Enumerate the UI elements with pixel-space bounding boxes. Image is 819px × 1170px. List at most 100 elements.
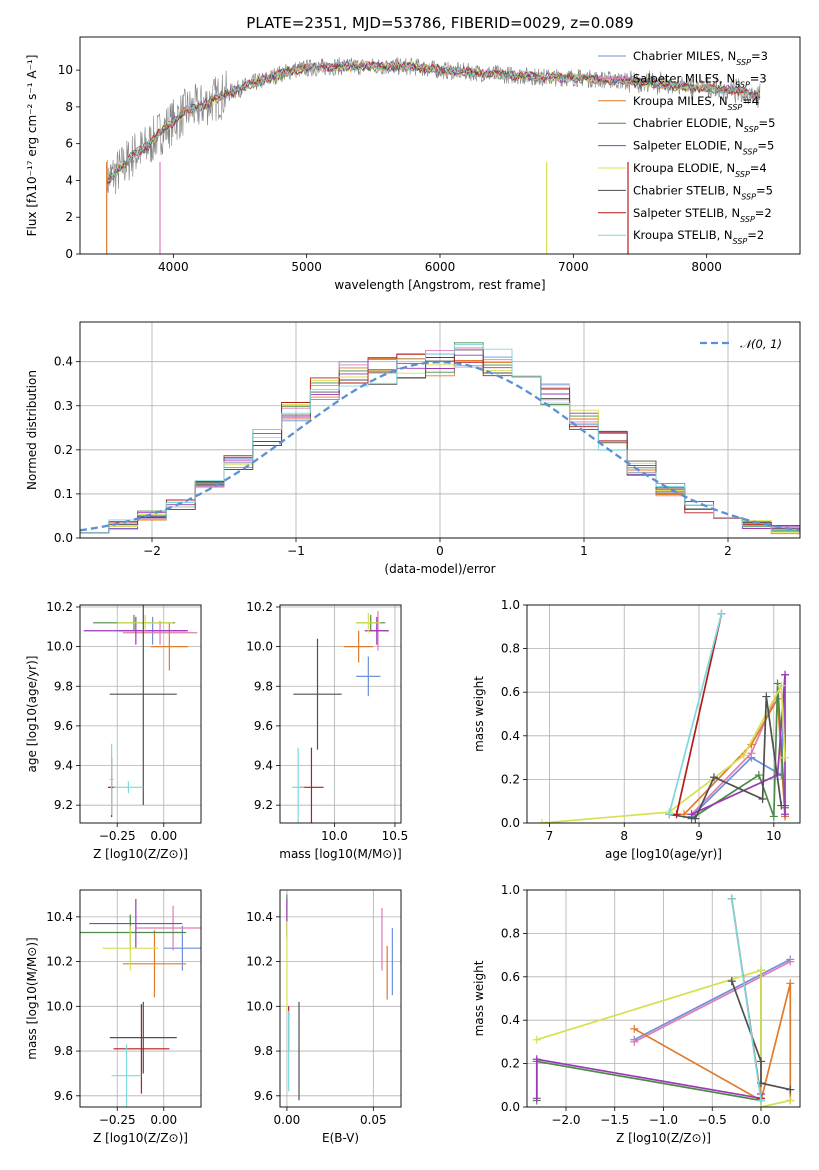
- x-axis-label: wavelength [Angstrom, rest frame]: [334, 278, 545, 292]
- y-tick-label: 9.6: [254, 1089, 273, 1103]
- y-tick-label: 0.8: [501, 642, 520, 656]
- weight-series-line-7: [675, 613, 723, 815]
- y-tick-label: 0.6: [501, 685, 520, 699]
- weight-point-marker: [727, 977, 736, 986]
- plot-area: [537, 609, 790, 823]
- x-tick-label: 0.00: [150, 1113, 177, 1127]
- y-axis-label: Normed distribution: [25, 370, 39, 490]
- weight-series-line-8: [730, 898, 762, 1101]
- panel-age-vs-mass: 10.0 10.5 9.2 9.4 9.6 9.8 10.0 10.2 mass [log10(…: [246, 600, 408, 861]
- x-axis-label: age [log10(age/yr)]: [605, 847, 722, 861]
- legend-entry: 𝒩(0, 1): [740, 337, 782, 351]
- plot-area: [106, 57, 761, 254]
- weight-point-marker: [727, 894, 736, 903]
- legend-entry: Kroupa MILES, NSSP=4: [633, 94, 759, 112]
- y-tick-label: 0.2: [501, 1057, 520, 1071]
- y-tick-label: 10.4: [46, 910, 73, 924]
- plot-area: [80, 898, 201, 1107]
- y-tick-label: 2: [65, 210, 73, 224]
- weight-point-marker: [717, 609, 726, 618]
- y-tick-label: 0.0: [501, 816, 520, 830]
- y-tick-label: 4: [65, 173, 73, 187]
- y-tick-label: 0.0: [54, 531, 73, 545]
- plot-area: [80, 342, 800, 538]
- x-tick-label: 0: [436, 544, 444, 558]
- x-tick-label: −1.5: [600, 1113, 629, 1127]
- axes-frame: [79, 36, 801, 255]
- weight-point-marker: [757, 966, 765, 975]
- x-axis-label: mass [log10(M/M⊙)]: [279, 847, 401, 861]
- weight-point-marker: [757, 1096, 765, 1105]
- axes-frame: [279, 889, 402, 1108]
- weight-series-line-5: [536, 969, 791, 1107]
- x-tick-label: 0.00: [274, 1113, 301, 1127]
- y-tick-label: 9.2: [254, 798, 273, 812]
- y-axis-label: mass weight: [472, 960, 486, 1036]
- y-tick-label: 0.8: [501, 926, 520, 940]
- y-tick-label: 6: [65, 137, 73, 151]
- y-tick-label: 10.2: [246, 955, 273, 969]
- x-axis-label: E(B-V): [322, 1131, 359, 1145]
- legend-entry: Chabrier ELODIE, NSSP=5: [633, 116, 775, 134]
- weight-point-marker: [781, 753, 790, 762]
- x-tick-label: −1.0: [649, 1113, 678, 1127]
- legend: 𝒩(0, 1): [700, 337, 782, 351]
- legend-entry: Kroupa ELODIE, NSSP=4: [633, 161, 767, 179]
- x-tick-label: 4000: [158, 260, 189, 274]
- y-tick-label: 0.4: [501, 729, 520, 743]
- weight-point-marker: [786, 1096, 795, 1105]
- panel-weight-vs-age: 7 8 9 10 0.0 0.2 0.4 0.6 0.8 1.0 age [log10(age/yr…: [472, 598, 801, 861]
- x-tick-label: 7000: [558, 260, 589, 274]
- plot-area: [292, 610, 389, 823]
- legend: Chabrier MILES, NSSP=3 Salpeter MILES, NS…: [598, 49, 775, 246]
- x-axis-label: Z [log10(Z/Z⊙)]: [93, 847, 188, 861]
- panel-mass-vs-EBV: 0.00 0.05 9.6 9.8 10.0 10.2 10.4 E(B-V): [246, 889, 402, 1145]
- weight-point-marker: [781, 670, 790, 679]
- panel-age-vs-Z: −0.25 0.00 9.2 9.4 9.6 9.8 10.0 10.2 Z [log10(Z/…: [25, 600, 202, 861]
- x-tick-label: 0.0: [751, 1113, 770, 1127]
- weight-point-marker: [691, 814, 700, 823]
- weight-series-line-1: [633, 960, 791, 1043]
- plot-area: [532, 894, 795, 1107]
- weight-series-line-6: [731, 980, 791, 1091]
- legend-entry: Salpeter STELIB, NSSP=2: [633, 206, 772, 224]
- axes-frame: [279, 604, 402, 824]
- legend-entry: Chabrier STELIB, NSSP=5: [633, 183, 773, 201]
- y-axis-label: mass weight: [472, 676, 486, 752]
- x-tick-label: −2: [143, 544, 161, 558]
- x-tick-label: 0.00: [150, 829, 177, 843]
- weight-point-marker: [532, 1055, 541, 1064]
- weight-point-marker: [754, 771, 763, 780]
- panel-residuals: −2 −1 0 1 2 0.0 0.1 0.2 0.3 0.4 (data-model)/error…: [25, 321, 801, 576]
- weight-point-marker: [762, 692, 771, 701]
- panel-weight-vs-Z: −2.0 −1.5 −1.0 −0.5 0.0 0.0 0.2 0.4 0.6 0.8 1.0 Z […: [472, 883, 801, 1145]
- axes-frame: [526, 604, 801, 824]
- x-tick-label: 0.05: [360, 1113, 387, 1127]
- weight-point-marker: [672, 810, 681, 819]
- y-tick-label: 9.8: [254, 679, 273, 693]
- figure-title: PLATE=2351, MJD=53786, FIBERID=0029, z=0…: [246, 14, 633, 32]
- x-tick-label: 7: [546, 829, 554, 843]
- y-tick-label: 0.4: [501, 1013, 520, 1027]
- y-axis-label: Flux [fλ10⁻¹⁷ erg cm⁻² s⁻¹ A⁻¹]: [25, 55, 39, 237]
- y-tick-label: 9.6: [54, 719, 73, 733]
- y-tick-label: 9.6: [54, 1089, 73, 1103]
- model-spectrum-line-8: [106, 60, 761, 182]
- y-axis-label: mass [log10(M/M⊙)]: [25, 937, 39, 1059]
- weight-point-marker: [786, 957, 795, 966]
- x-axis-label: Z [log10(Z/Z⊙)]: [93, 1131, 188, 1145]
- y-tick-label: 0.2: [501, 772, 520, 786]
- weight-point-marker: [630, 1024, 639, 1033]
- weight-point-marker: [786, 979, 795, 988]
- y-tick-label: 10.0: [246, 999, 273, 1013]
- weight-series-line-6: [668, 696, 783, 820]
- y-tick-label: 0.2: [54, 443, 73, 457]
- y-tick-label: 9.8: [54, 1044, 73, 1058]
- axes-frame: [526, 889, 801, 1108]
- panel-mass-vs-Z: −0.25 0.00 9.6 9.8 10.0 10.2 10.4 Z [log10(Z/Z⊙…: [25, 889, 202, 1145]
- x-tick-label: 2: [724, 544, 732, 558]
- y-tick-label: 10: [58, 63, 73, 77]
- x-axis-label: (data-model)/error: [384, 562, 495, 576]
